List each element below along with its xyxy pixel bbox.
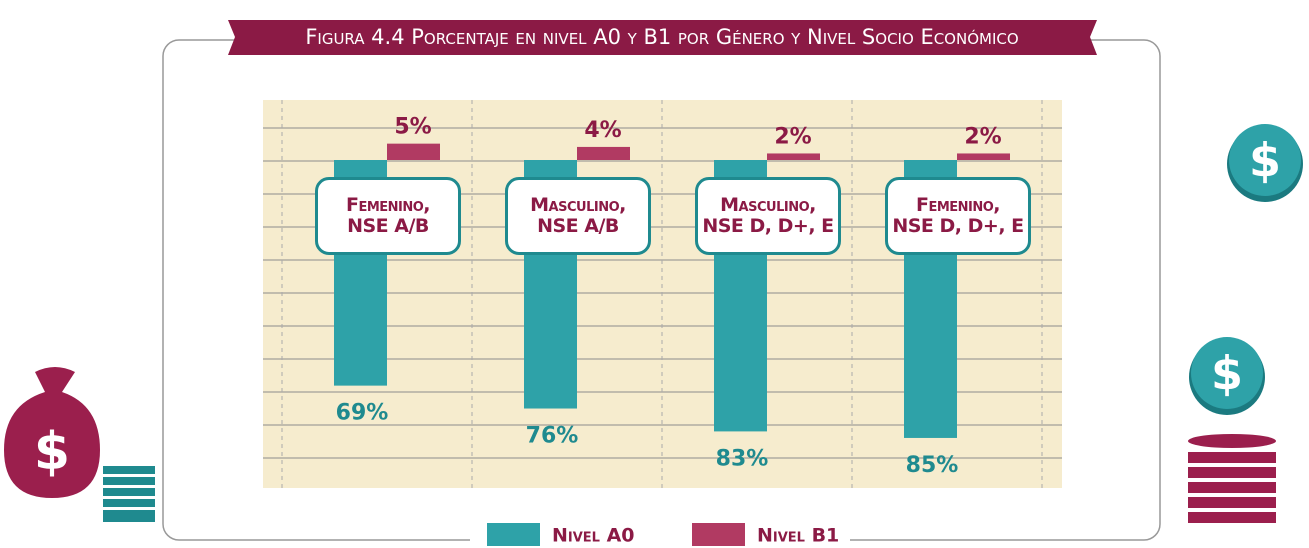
coin-stack-icon — [103, 466, 155, 522]
svg-text:$: $ — [34, 422, 70, 482]
data-label: 76% — [526, 424, 579, 449]
svg-text:$: $ — [1249, 134, 1281, 188]
money-bag-icon: $ — [4, 367, 100, 498]
legend-label: Nivel B1 — [757, 525, 839, 547]
legend-label: Nivel A0 — [552, 525, 635, 547]
data-label: 4% — [584, 118, 621, 143]
coin-icon: $ — [1227, 124, 1303, 202]
bar — [387, 143, 440, 160]
category-label: Femenino, NSE A/B — [315, 177, 461, 255]
data-label: 2% — [964, 124, 1001, 149]
category-label: Masculino, NSE D, D+, E — [695, 177, 841, 255]
legend-swatch — [692, 523, 745, 546]
svg-text:$: $ — [1211, 347, 1243, 401]
bar — [957, 153, 1010, 160]
coin-icon: $ — [1189, 337, 1265, 415]
bar — [577, 146, 630, 160]
legend-swatch — [487, 523, 540, 546]
data-label: 5% — [394, 115, 431, 140]
data-label: 69% — [336, 401, 389, 426]
data-label: 85% — [906, 453, 959, 478]
title-banner — [228, 20, 1097, 55]
data-label: 2% — [774, 124, 811, 149]
coin-stack-icon — [1188, 434, 1276, 523]
data-label: 83% — [716, 446, 769, 471]
category-label: Masculino, NSE A/B — [505, 177, 651, 255]
bar — [767, 153, 820, 160]
chart-title: Figura 4.4 Porcentaje en nivel A0 y B1 p… — [305, 25, 1018, 49]
category-label: Femenino, NSE D, D+, E — [885, 177, 1031, 255]
